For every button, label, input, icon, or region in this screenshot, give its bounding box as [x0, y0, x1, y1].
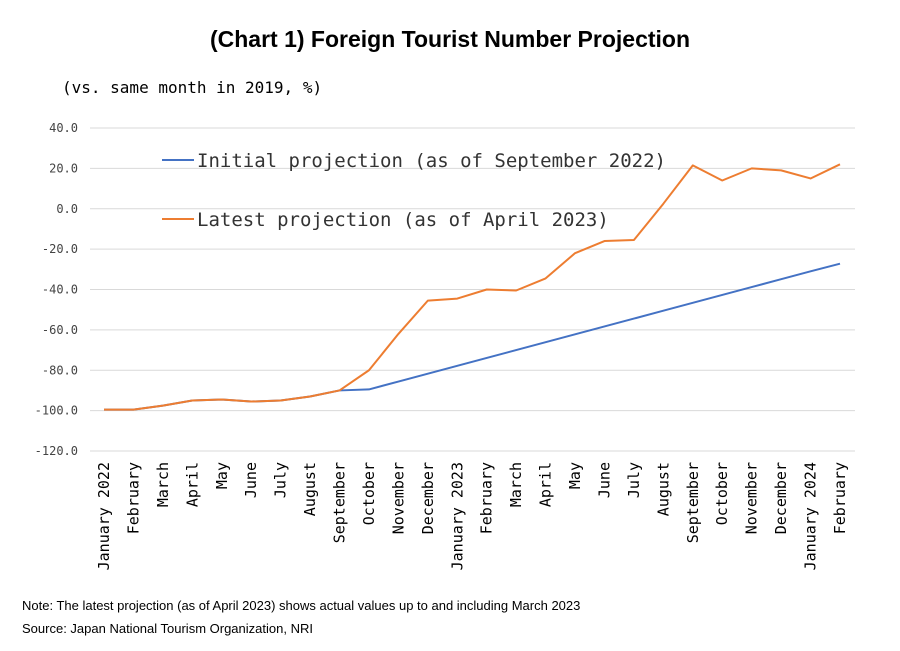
x-tick-label: November [743, 462, 761, 534]
x-tick-label: January 2024 [802, 462, 820, 570]
x-tick-label: March [507, 462, 525, 507]
chart-subtitle: (vs. same month in 2019, %) [62, 78, 323, 97]
y-tick-label: -100.0 [35, 404, 78, 418]
note-text: Note: The latest projection (as of April… [22, 598, 581, 613]
x-tick-label: October [360, 462, 378, 525]
y-tick-label: -120.0 [35, 444, 78, 458]
y-tick-label: 20.0 [49, 161, 78, 175]
x-tick-label: September [684, 462, 702, 543]
chart-title: (Chart 1) Foreign Tourist Number Project… [209, 26, 691, 52]
source-text: Source: Japan National Tourism Organizat… [22, 621, 313, 636]
x-tick-label: February [124, 462, 142, 534]
legend-label: Latest projection (as of April 2023) [197, 209, 609, 231]
x-tick-label: December [419, 462, 437, 534]
y-tick-label: -20.0 [42, 242, 78, 256]
x-tick-label: January 2022 [95, 462, 113, 570]
y-tick-label: -60.0 [42, 323, 78, 337]
x-tick-label: January 2023 [448, 462, 466, 570]
y-tick-label: -80.0 [42, 363, 78, 377]
x-tick-label: April [183, 462, 201, 507]
x-tick-label: November [389, 462, 407, 534]
series-line-latest [104, 163, 841, 411]
x-tick-label: July [272, 462, 290, 498]
x-tick-label: June [242, 462, 260, 498]
x-tick-label: October [713, 462, 731, 525]
chart-notes: Note: The latest projection (as of April… [22, 594, 580, 640]
y-tick-label: -40.0 [42, 283, 78, 297]
x-tick-label: May [566, 462, 584, 489]
x-tick-label: May [213, 462, 231, 489]
x-tick-label: July [625, 462, 643, 498]
x-tick-label: February [478, 462, 496, 534]
x-tick-label: September [331, 462, 349, 543]
x-tick-label: February [831, 462, 849, 534]
y-tick-label: 40.0 [49, 121, 78, 135]
x-tick-label: April [537, 462, 555, 507]
x-tick-label: August [301, 462, 319, 516]
x-tick-label: March [154, 462, 172, 507]
x-tick-label: August [654, 462, 672, 516]
series-line-initial [104, 262, 841, 411]
x-tick-label: December [772, 462, 790, 534]
y-tick-label: 0.0 [56, 202, 78, 216]
x-tick-label: June [595, 462, 613, 498]
legend-label: Initial projection (as of September 2022… [197, 150, 666, 172]
